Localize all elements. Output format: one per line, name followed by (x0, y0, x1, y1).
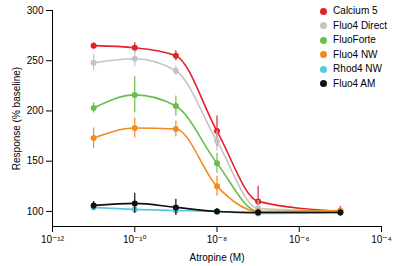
svg-text:10⁻¹⁰: 10⁻¹⁰ (123, 234, 147, 245)
svg-text:Atropine (M): Atropine (M) (189, 252, 244, 263)
svg-text:200: 200 (27, 105, 44, 116)
svg-text:Response (% baseline): Response (% baseline) (11, 67, 22, 170)
html-text:Fluo4 AM: Fluo4 AM (333, 77, 376, 89)
html-text:Rhod4 NW: Rhod4 NW (333, 63, 382, 74)
svg-text:150: 150 (27, 155, 44, 166)
svg-text:300: 300 (27, 5, 44, 16)
svg-text:10⁻⁸: 10⁻⁸ (207, 234, 228, 245)
svg-text:10⁻⁴: 10⁻⁴ (371, 234, 392, 245)
html-text:Fluo4 Direct: Fluo4 Direct (333, 19, 387, 31)
svg-text:100: 100 (27, 206, 44, 217)
html-text:Fluo4 NW: Fluo4 NW (333, 48, 378, 60)
html-text:FluoForte: FluoForte (333, 34, 376, 45)
svg-text:10⁻¹²: 10⁻¹² (41, 234, 65, 245)
html-text:Calcium 5: Calcium 5 (333, 5, 378, 16)
svg-text:10⁻⁶: 10⁻⁶ (289, 234, 310, 245)
svg-text:250: 250 (27, 55, 44, 66)
